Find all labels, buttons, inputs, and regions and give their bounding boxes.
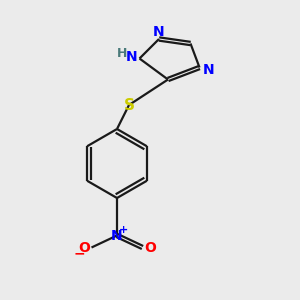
Text: H: H: [117, 46, 127, 60]
Text: O: O: [78, 241, 90, 254]
Text: S: S: [124, 98, 134, 112]
Text: N: N: [153, 26, 165, 39]
Text: −: −: [74, 246, 85, 260]
Text: O: O: [144, 241, 156, 254]
Text: +: +: [119, 225, 128, 235]
Text: N: N: [111, 229, 123, 242]
Text: N: N: [203, 64, 214, 77]
Text: N: N: [126, 50, 138, 64]
